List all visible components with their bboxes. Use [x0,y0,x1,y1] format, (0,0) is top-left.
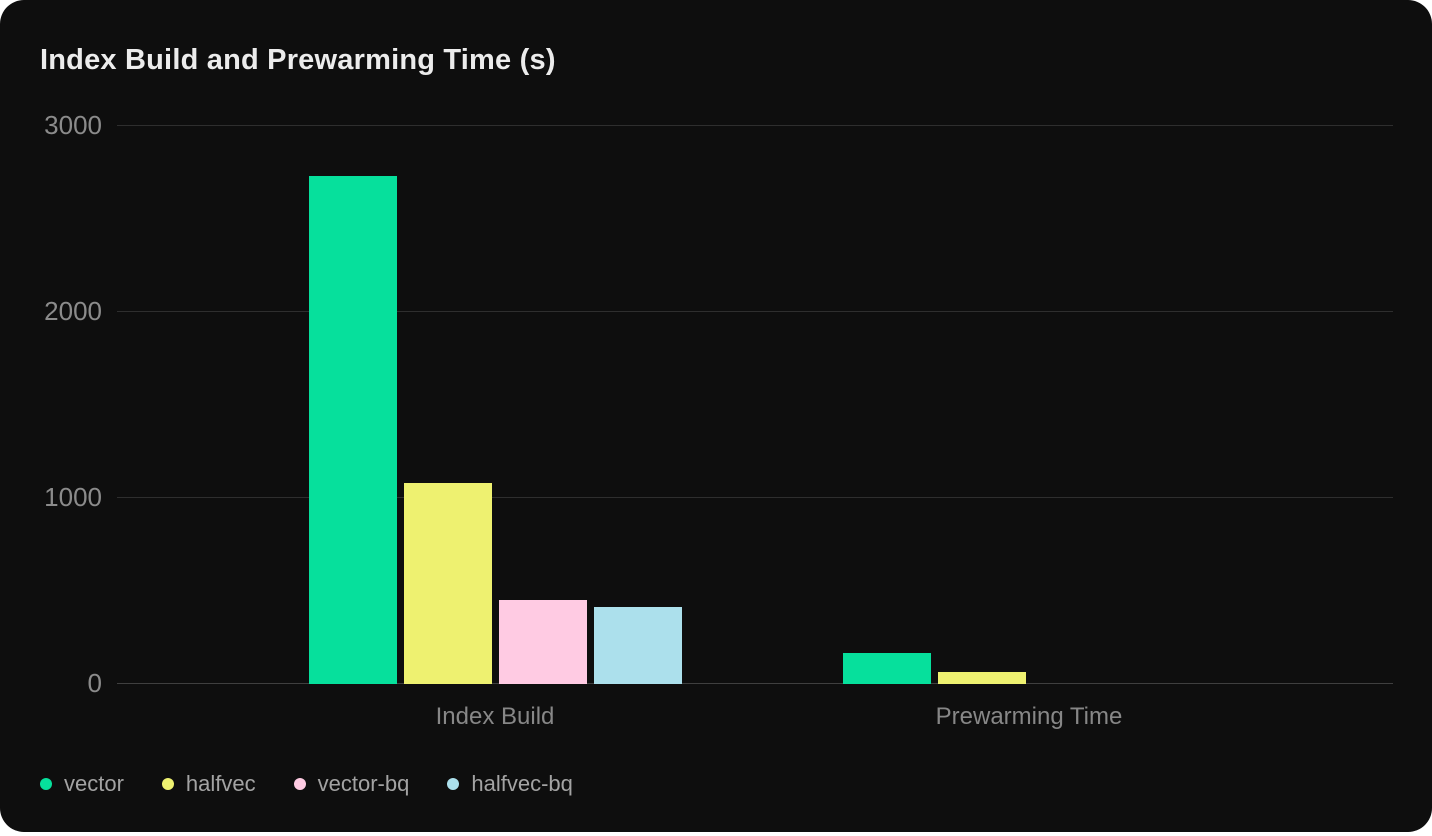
bar-vector-index-build [309,176,397,684]
legend-item-halfvec-bq[interactable]: halfvec-bq [447,769,573,799]
legend-item-vector-bq[interactable]: vector-bq [293,769,410,799]
legend-label: vector [64,771,124,796]
legend-dot-icon [40,778,52,790]
gridline-1000 [117,497,1393,498]
y-tick-label-1000: 1000 [44,482,102,512]
y-tick-label-3000: 3000 [44,110,102,140]
bar-vector-bq-index-build [499,600,587,684]
y-tick-label-2000: 2000 [44,296,102,326]
legend-item-halfvec[interactable]: halfvec [161,769,256,799]
legend-item-vector[interactable]: vector [40,769,124,799]
legend-label: halfvec-bq [471,771,573,796]
gridline-2000 [117,311,1393,312]
legend: vector halfvec vector-bq halfvec-bq [40,769,573,799]
legend-dot-icon [293,778,306,790]
bar-halfvec-index-build [404,483,492,684]
bar-halfvec-bq-index-build [594,607,682,684]
legend-label: halfvec [185,771,256,796]
bar-halfvec-prewarming-time [938,672,1026,684]
bar-vector-prewarming-time [843,653,931,684]
gridline-3000 [117,125,1393,126]
gridline-0 [117,683,1393,684]
legend-dot-icon [161,778,174,790]
chart-title: Index Build and Prewarming Time (s) [40,44,556,76]
legend-label: vector-bq [317,771,410,796]
plot-area: 0 1000 2000 3000 Index Build Prewarming Time [44,110,1393,730]
x-category-label-index-build: Index Build [435,703,555,730]
y-tick-label-0: 0 [87,668,102,698]
x-category-label-prewarming-time: Prewarming Time [935,703,1123,730]
legend-dot-icon [447,778,460,790]
